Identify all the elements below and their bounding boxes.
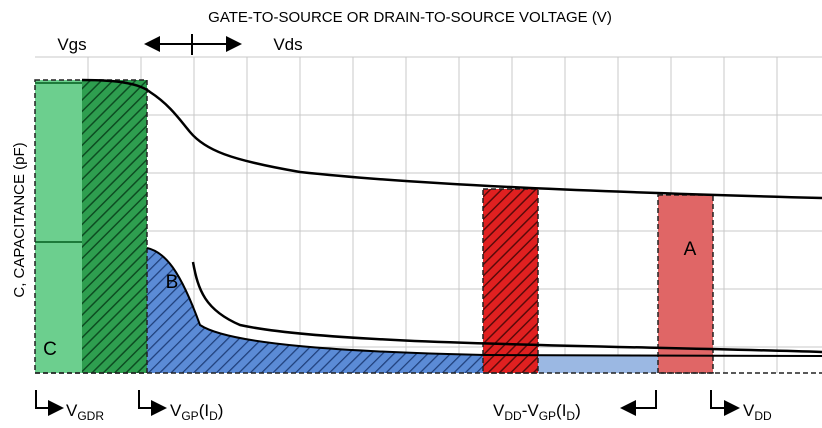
curve	[191, 261, 822, 354]
region-b-light	[538, 355, 658, 373]
region-label: C	[43, 339, 57, 360]
vgs-label: Vgs	[57, 35, 86, 54]
region-b	[147, 248, 485, 373]
region-c	[35, 80, 82, 373]
title: GATE-TO-SOURCE OR DRAIN-TO-SOURCE VOLTAG…	[208, 9, 612, 26]
marker-label: VGDR	[66, 401, 104, 423]
curve	[146, 247, 822, 357]
region-red	[483, 189, 538, 373]
region-a	[657, 194, 714, 374]
arrow	[35, 390, 64, 416]
outline	[482, 188, 539, 374]
marker-label: VDD	[743, 401, 772, 423]
arrow	[620, 390, 657, 416]
region-green	[82, 80, 147, 373]
region-label: A	[684, 239, 697, 260]
marker-label: VGP(ID)	[170, 401, 223, 423]
region-label: B	[166, 272, 179, 293]
y-label: C, CAPACITANCE (pF)	[11, 142, 28, 297]
arrow	[138, 390, 167, 416]
marker-label: VDD-VGP(ID)	[493, 401, 581, 423]
curve	[81, 78, 822, 200]
arrow	[710, 390, 740, 416]
vds-label: Vds	[273, 35, 302, 54]
